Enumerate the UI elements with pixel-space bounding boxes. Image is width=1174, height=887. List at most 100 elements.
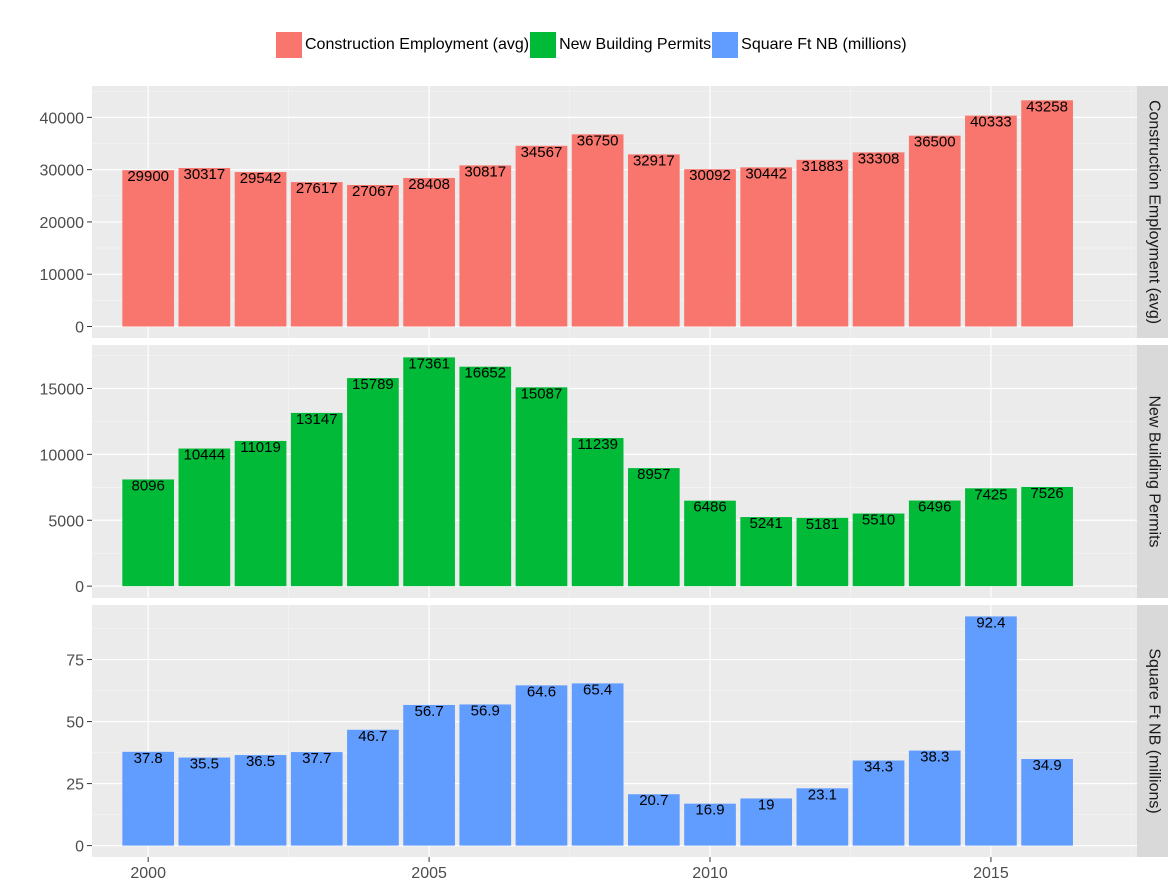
data-label: 34567 xyxy=(521,144,563,161)
facet-strip-label: Square Ft NB (millions) xyxy=(1145,648,1162,813)
data-label: 34.3 xyxy=(864,759,893,776)
bar xyxy=(122,751,175,846)
bar xyxy=(403,704,455,846)
bar xyxy=(684,803,736,846)
data-label: 36.5 xyxy=(246,753,275,770)
data-label: 8096 xyxy=(131,477,164,494)
data-label: 30817 xyxy=(464,163,506,180)
data-label: 5181 xyxy=(806,516,839,533)
legend-key-blue xyxy=(712,32,739,58)
bar xyxy=(459,165,512,327)
bar xyxy=(740,517,793,587)
bar xyxy=(515,387,568,587)
bar xyxy=(1021,486,1073,587)
bar xyxy=(627,468,680,587)
data-label: 33308 xyxy=(858,150,900,167)
data-label: 8957 xyxy=(637,466,670,483)
bar xyxy=(571,134,624,327)
bar xyxy=(740,798,793,846)
bar xyxy=(908,135,961,327)
x-tick-label: 2010 xyxy=(692,865,728,882)
data-label: 20.7 xyxy=(639,792,668,809)
data-label: 13147 xyxy=(296,411,338,428)
bar xyxy=(627,154,680,327)
data-label: 30092 xyxy=(689,167,731,184)
bar xyxy=(403,177,455,327)
data-label: 15789 xyxy=(352,376,394,393)
legend-label: Construction Employment (avg) xyxy=(305,36,530,53)
data-label: 92.4 xyxy=(976,614,1005,631)
bar xyxy=(571,683,624,846)
panel-1: 8096 10444 11019 13147 15789 17361 16652 15087 1… xyxy=(40,345,1168,598)
data-label: 15087 xyxy=(521,385,563,402)
bar xyxy=(965,115,1017,327)
data-label: 27067 xyxy=(352,183,394,200)
bar xyxy=(122,170,175,327)
y-tick-label: 50 xyxy=(66,715,84,732)
facet-strip xyxy=(1137,605,1168,857)
bar xyxy=(347,729,399,846)
bar xyxy=(178,448,231,587)
legend-key-green xyxy=(530,32,557,58)
data-label: 27617 xyxy=(296,180,338,197)
bar xyxy=(908,750,961,846)
data-label: 56.9 xyxy=(471,702,500,719)
y-tick-label: 10000 xyxy=(40,267,85,284)
legend-label: New Building Permits xyxy=(559,36,712,53)
bar xyxy=(515,685,568,846)
data-label: 23.1 xyxy=(808,786,837,803)
bar xyxy=(178,167,231,327)
bar xyxy=(796,517,849,587)
data-label: 11239 xyxy=(577,436,618,453)
bar xyxy=(684,169,736,327)
bar xyxy=(852,152,905,327)
y-tick-label: 20000 xyxy=(40,215,85,232)
bar xyxy=(965,616,1017,846)
x-tick-label: 2015 xyxy=(973,865,1009,882)
bar xyxy=(515,145,568,327)
data-label: 31883 xyxy=(802,158,844,175)
bar xyxy=(908,500,961,587)
bar xyxy=(459,704,512,846)
bar xyxy=(234,172,287,327)
bar xyxy=(740,167,793,327)
bar xyxy=(1021,100,1073,327)
bar xyxy=(796,159,849,327)
data-label: 17361 xyxy=(408,355,450,372)
legend-item-new-building-permits: New Building Permits xyxy=(530,32,711,58)
data-label: 30442 xyxy=(745,165,787,182)
bar xyxy=(571,438,624,587)
y-tick-label: 0 xyxy=(75,839,84,856)
data-label: 37.7 xyxy=(302,750,331,767)
data-label: 46.7 xyxy=(358,728,387,745)
data-label: 10444 xyxy=(184,447,226,464)
bar xyxy=(1021,759,1073,846)
data-label: 56.7 xyxy=(414,703,443,720)
bar xyxy=(290,412,343,587)
data-label: 16.9 xyxy=(695,802,724,819)
bar xyxy=(234,755,287,846)
bar xyxy=(965,488,1017,587)
data-label: 43258 xyxy=(1026,98,1068,115)
data-label: 32917 xyxy=(633,152,675,169)
data-label: 5510 xyxy=(862,512,895,529)
data-label: 36500 xyxy=(914,134,956,151)
legend-item-square-ft: Square Ft NB (millions) xyxy=(712,32,907,58)
data-label: 64.6 xyxy=(527,683,556,700)
y-tick-label: 5000 xyxy=(48,513,84,530)
data-label: 29900 xyxy=(127,168,169,185)
bar xyxy=(290,752,343,846)
y-tick-label: 30000 xyxy=(40,163,85,180)
panel-2: 37.8 35.5 36.5 37.7 46.7 56.7 56.9 64.6 65.4 20.7… xyxy=(66,605,1168,857)
data-label: 7425 xyxy=(974,486,1007,503)
data-label: 6486 xyxy=(693,499,726,516)
data-label: 37.8 xyxy=(134,750,163,767)
legend-item-construction-employment: Construction Employment (avg) xyxy=(276,32,529,58)
data-label: 28408 xyxy=(408,176,450,193)
y-tick-label: 15000 xyxy=(40,381,85,398)
bar xyxy=(347,184,399,327)
bar xyxy=(852,513,905,587)
facet-strip xyxy=(1137,345,1168,598)
bar xyxy=(178,757,231,846)
bar xyxy=(403,357,455,587)
